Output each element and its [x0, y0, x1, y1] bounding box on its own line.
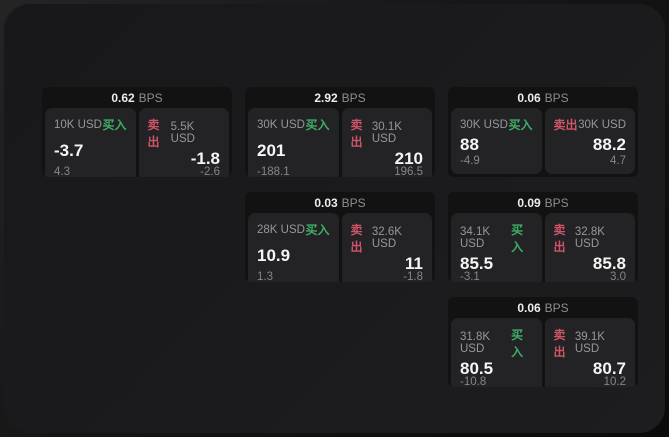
sell-side-label: 卖出 [553, 118, 578, 132]
buy-amount: 28K USD [257, 223, 305, 236]
sell-sub-value: -2.6 [200, 166, 220, 177]
buy-sub-value: -3.1 [460, 271, 480, 282]
sell-quote-panel[interactable]: 卖出 32.8K USD 85.8 3.0 [544, 213, 635, 282]
sell-sub-value: -1.8 [403, 271, 423, 282]
sell-sub-value: 4.7 [610, 154, 626, 167]
buy-price: -3.7 [54, 140, 84, 160]
quote-panels: 30K USD 买入 201 -188.1 卖出 30.1K USD 210 1… [245, 108, 435, 177]
sell-sub-value: 3.0 [610, 271, 626, 282]
buy-price: 85.5 [460, 254, 494, 273]
spread-card: 0.09 BPS 34.1K USD 买入 85.5 -3.1 卖出 [448, 192, 638, 282]
card-header: 0.06 BPS [448, 87, 638, 108]
buy-amount: 31.8K USD [460, 331, 491, 355]
card-header: 0.09 BPS [448, 192, 638, 213]
buy-quote-panel[interactable]: 10K USD 买入 -3.7 4.3 [45, 108, 136, 177]
spread-unit-label: BPS [544, 90, 569, 105]
spread-value: 0.09 [517, 195, 541, 210]
buy-sub-value: 1.3 [257, 271, 273, 282]
quote-panels: 30K USD 买入 88 -4.9 卖出 30K USD 88.2 4.7 [448, 108, 638, 177]
quote-panels: 10K USD 买入 -3.7 4.3 卖出 5.5K USD -1.8 -2.… [42, 108, 232, 177]
spread-card: 2.92 BPS 30K USD 买入 201 -188.1 卖出 [245, 87, 435, 177]
sell-amount: 32.8K USD [574, 226, 605, 250]
buy-side-label: 买入 [305, 223, 330, 237]
spread-card: 0.06 BPS 30K USD 买入 88 -4.9 卖出 [448, 87, 638, 177]
buy-side-label: 买入 [511, 223, 524, 254]
sell-side-label: 卖出 [553, 223, 566, 254]
sell-amount: 30K USD [578, 118, 626, 131]
buy-price: 80.5 [460, 359, 494, 378]
buy-sub-value: -4.9 [460, 154, 480, 167]
spread-unit-label: BPS [341, 195, 366, 210]
buy-quote-panel[interactable]: 28K USD 买入 10.9 1.3 [248, 213, 339, 282]
buy-quote-panel[interactable]: 30K USD 买入 88 -4.9 [451, 108, 542, 174]
sell-quote-panel[interactable]: 卖出 39.1K USD 80.7 10.2 [544, 318, 635, 387]
buy-quote-panel[interactable]: 31.8K USD 买入 80.5 -10.8 [451, 318, 542, 387]
sell-amount: 5.5K USD [170, 121, 195, 145]
buy-sub-value: -188.1 [257, 166, 290, 177]
sell-quote-panel[interactable]: 卖出 5.5K USD -1.8 -2.6 [138, 108, 229, 177]
sell-amount: 39.1K USD [574, 331, 605, 355]
sell-price: 85.8 [592, 254, 626, 273]
sell-price: -1.8 [190, 149, 220, 168]
buy-price: 88 [460, 134, 479, 154]
spread-value: 2.92 [314, 90, 338, 105]
spread-value: 0.03 [314, 195, 338, 210]
spread-card: 0.62 BPS 10K USD 买入 -3.7 4.3 卖出 [42, 87, 232, 177]
sell-price: 88.2 [592, 134, 626, 154]
card-header: 0.03 BPS [245, 192, 435, 213]
sell-amount: 32.6K USD [371, 226, 402, 250]
sell-sub-value: 10.2 [603, 376, 626, 387]
buy-quote-panel[interactable]: 34.1K USD 买入 85.5 -3.1 [451, 213, 542, 282]
sell-quote-panel[interactable]: 卖出 30.1K USD 210 196.5 [341, 108, 432, 177]
buy-side-label: 买入 [511, 328, 524, 359]
buy-sub-value: 4.3 [54, 166, 70, 177]
sell-price: 210 [394, 149, 423, 168]
sell-side-label: 卖出 [553, 328, 566, 359]
sell-price: 11 [405, 254, 423, 273]
buy-sub-value: -10.8 [460, 376, 487, 387]
buy-price: 201 [257, 140, 286, 160]
spread-value: 0.62 [111, 90, 135, 105]
spread-unit-label: BPS [341, 90, 366, 105]
spread-value: 0.06 [517, 90, 541, 105]
spread-unit-label: BPS [138, 90, 163, 105]
quote-panels: 28K USD 买入 10.9 1.3 卖出 32.6K USD 11 -1.8 [245, 213, 435, 282]
quote-panels: 31.8K USD 买入 80.5 -10.8 卖出 39.1K USD 80.… [448, 318, 638, 387]
buy-side-label: 买入 [102, 118, 127, 132]
spread-card: 0.03 BPS 28K USD 买入 10.9 1.3 卖出 [245, 192, 435, 282]
quote-panels: 34.1K USD 买入 85.5 -3.1 卖出 32.8K USD 85.8… [448, 213, 638, 282]
buy-amount: 30K USD [460, 118, 508, 131]
sell-quote-panel[interactable]: 卖出 32.6K USD 11 -1.8 [341, 213, 432, 282]
sell-sub-value: 196.5 [394, 166, 423, 177]
spread-unit-label: BPS [544, 300, 569, 315]
buy-amount: 30K USD [257, 118, 305, 131]
sell-quote-panel[interactable]: 卖出 30K USD 88.2 4.7 [544, 108, 635, 174]
buy-price: 10.9 [257, 245, 291, 265]
app-window: 0.62 BPS 10K USD 买入 -3.7 4.3 卖出 [4, 4, 665, 433]
spread-value: 0.06 [517, 300, 541, 315]
buy-amount: 10K USD [54, 118, 102, 131]
sell-price: 80.7 [592, 359, 626, 378]
sell-side-label: 卖出 [147, 118, 160, 149]
buy-quote-panel[interactable]: 30K USD 买入 201 -188.1 [248, 108, 339, 177]
buy-amount: 34.1K USD [460, 226, 491, 250]
sell-side-label: 卖出 [350, 223, 363, 254]
spread-unit-label: BPS [544, 195, 569, 210]
sell-amount: 30.1K USD [371, 121, 402, 145]
spread-card: 0.06 BPS 31.8K USD 买入 80.5 -10.8 卖 [448, 297, 638, 387]
buy-side-label: 买入 [305, 118, 330, 132]
card-header: 0.06 BPS [448, 297, 638, 318]
sell-side-label: 卖出 [350, 118, 363, 149]
card-header: 2.92 BPS [245, 87, 435, 108]
quote-card-grid: 0.62 BPS 10K USD 买入 -3.7 4.3 卖出 [42, 87, 638, 387]
card-header: 0.62 BPS [42, 87, 232, 108]
buy-side-label: 买入 [508, 118, 533, 132]
